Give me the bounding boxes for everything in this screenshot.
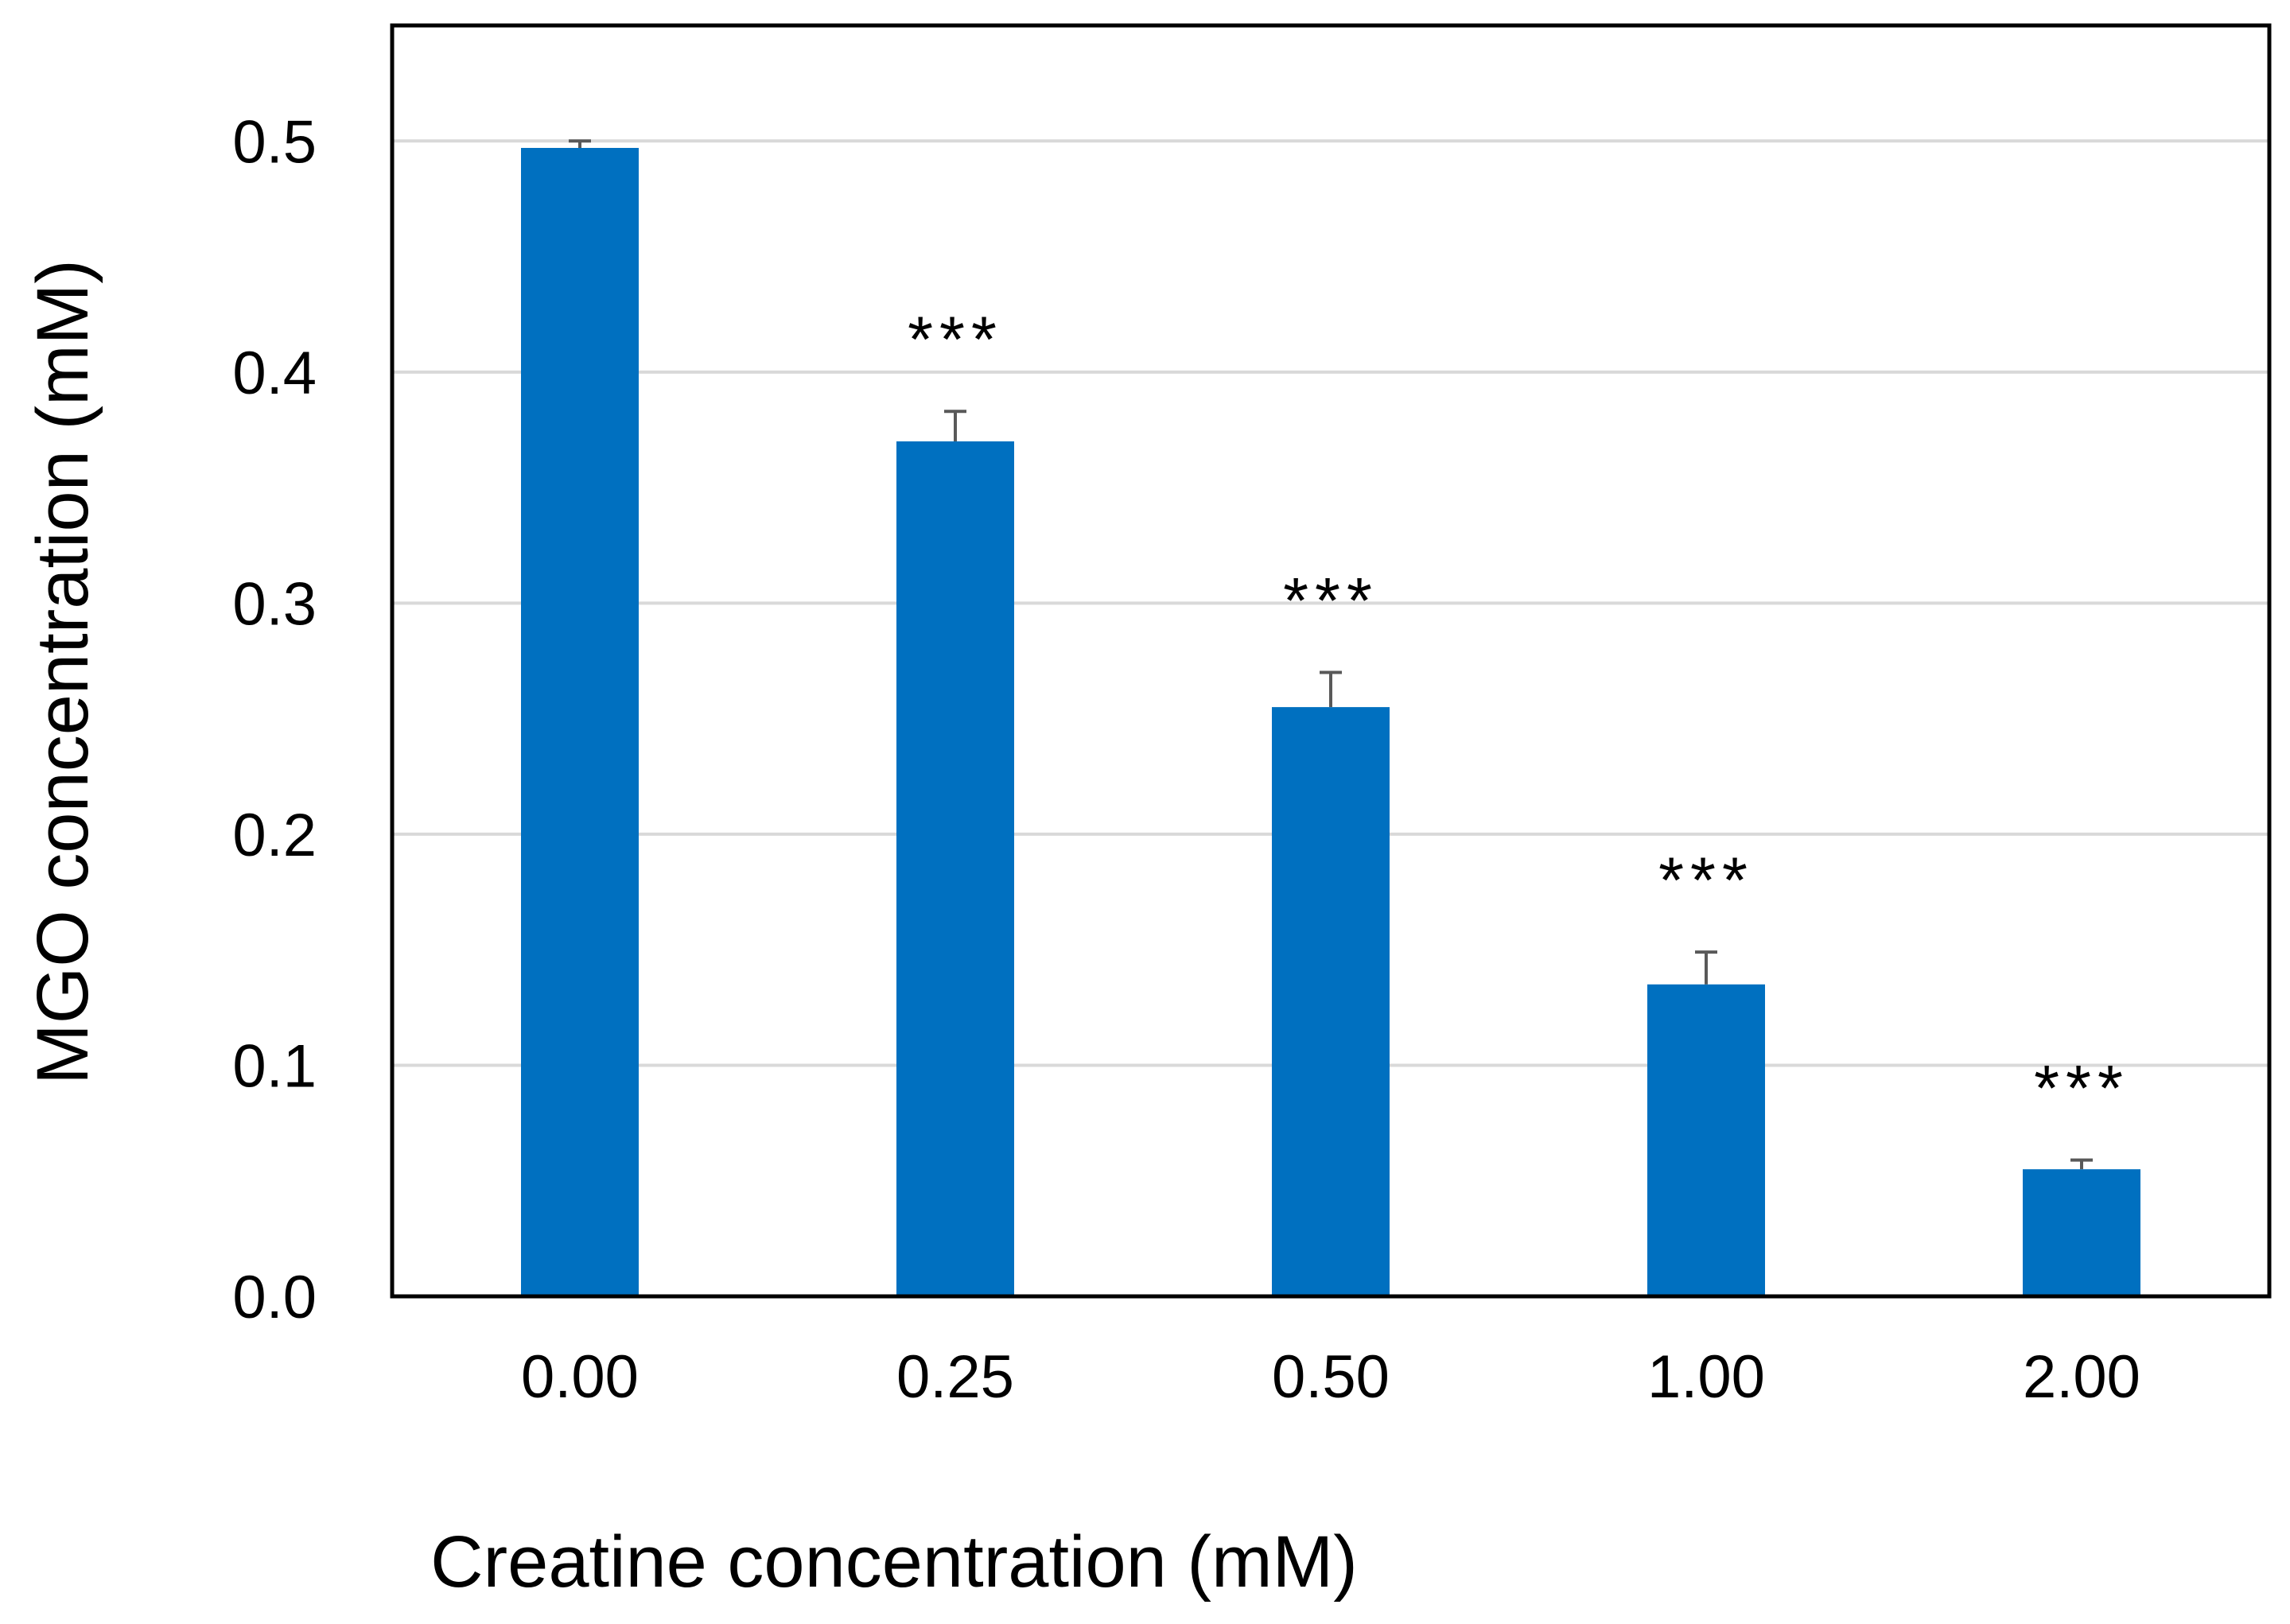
x-tick-label: 0.50 xyxy=(1272,1343,1390,1411)
y-tick-label: 0.2 xyxy=(232,802,317,869)
y-axis-ticks: 0.0 0.1 0.2 0.3 0.4 0.5 xyxy=(232,108,317,1331)
x-tick-label: 1.00 xyxy=(1647,1343,1765,1411)
y-tick-label: 0.1 xyxy=(232,1032,317,1100)
significance-marker: *** xyxy=(1283,565,1378,638)
x-tick-label: 0.00 xyxy=(521,1343,639,1411)
plot-frame xyxy=(390,23,2272,1299)
significance-marker: *** xyxy=(2034,1053,2129,1125)
error-bars xyxy=(569,139,2093,1170)
x-tick-label: 2.00 xyxy=(2023,1343,2140,1411)
bar xyxy=(2023,1169,2140,1296)
significance-marker: *** xyxy=(908,304,1003,376)
y-tick-label: 0.3 xyxy=(232,570,317,638)
y-tick-label: 0.4 xyxy=(232,340,317,407)
error-bar xyxy=(1320,670,1342,708)
x-axis-title: Creatine concentration (mM) xyxy=(430,1521,1358,1603)
error-bar xyxy=(569,139,591,148)
significance-markers: *** *** *** *** xyxy=(908,304,2129,1125)
error-bar xyxy=(944,410,966,441)
bar xyxy=(896,441,1014,1296)
y-axis-title: MGO concentration (mM) xyxy=(22,259,103,1085)
y-tick-label: 0.5 xyxy=(232,108,317,176)
bar xyxy=(1647,984,1765,1296)
significance-marker: *** xyxy=(1658,845,1754,917)
y-tick-label: 0.0 xyxy=(232,1264,317,1331)
x-axis-ticks: 0.00 0.25 0.50 1.00 2.00 xyxy=(521,1343,2140,1411)
bar xyxy=(1272,707,1390,1296)
gridlines xyxy=(392,139,2269,1067)
bars xyxy=(521,147,2140,1296)
bar xyxy=(521,147,639,1296)
error-bar xyxy=(1695,950,1717,985)
error-bar xyxy=(2070,1158,2093,1170)
x-tick-label: 0.25 xyxy=(896,1343,1014,1411)
